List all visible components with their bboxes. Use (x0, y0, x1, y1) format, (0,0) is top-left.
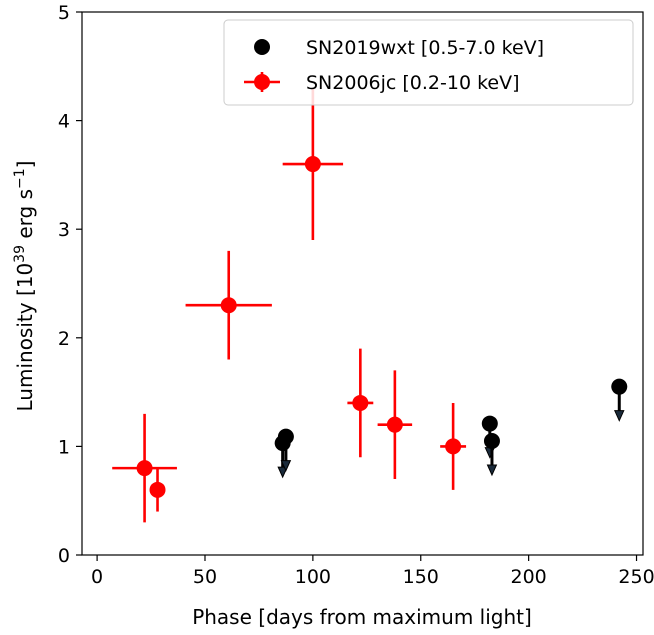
axes-frame (81, 11, 644, 556)
legend-marker-sn2019wxt (254, 39, 270, 55)
x-tick-label-3: 150 (403, 566, 439, 588)
sn2006jc-point-5 (386, 416, 403, 433)
legend-box (223, 19, 634, 106)
sn2006jc-point-1 (149, 481, 166, 498)
y-tick-label-2: 2 (58, 328, 70, 350)
sn2019wxt-arrow-head-1 (280, 460, 292, 472)
y-tick-label-3: 3 (58, 219, 70, 241)
axes: 0 50 100 150 200 250 0 1 2 3 4 5 (58, 2, 654, 588)
y-axis-label: Luminosity [1039 erg s−1] (12, 161, 37, 412)
y-axis-label-exponent: 39 (12, 245, 28, 263)
sn2019wxt-point-1 (277, 428, 294, 445)
x-tick-label-5: 250 (618, 566, 654, 588)
legend-marker-sn2006jc (254, 74, 270, 90)
legend-label-sn2019wxt: SN2019wxt [0.5-7.0 keV] (306, 37, 544, 59)
x-axis-label: Phase [days from maximum light] (192, 605, 532, 629)
x-tick-label-1: 50 (193, 566, 217, 588)
sn2019wxt-arrow-head-3 (486, 464, 498, 477)
x-tick-label-2: 100 (295, 566, 331, 588)
y-axis-label-main: Luminosity [10 (13, 263, 37, 412)
y-axis-label-unit: erg s (13, 189, 37, 245)
sn2019wxt-point-3 (483, 432, 500, 449)
legend-label-sn2006jc: SN2006jc [0.2-10 keV] (306, 72, 520, 94)
legend: SN2019wxt [0.5-7.0 keV] SN2006jc [0.2-10 … (223, 19, 634, 106)
sn2019wxt-point-2 (481, 415, 498, 432)
y-tick-label-1: 1 (58, 436, 70, 458)
x-tick-label-4: 200 (511, 566, 547, 588)
y-axis-label-close: ] (13, 161, 37, 169)
plot-layer (112, 88, 628, 523)
sn2019wxt-point-4 (611, 378, 628, 395)
sn2006jc-point-0 (136, 460, 153, 477)
y-axis-label-unit-exponent: −1 (12, 168, 28, 189)
y-tick-label-4: 4 (58, 111, 70, 133)
sn2019wxt-arrow-head-4 (613, 410, 625, 422)
sn2006jc-point-4 (352, 394, 369, 411)
y-tick-label-5: 5 (58, 2, 70, 24)
x-tick-label-0: 0 (91, 566, 103, 588)
sn2006jc-point-3 (304, 156, 321, 173)
sn2006jc-point-2 (220, 297, 237, 314)
y-tick-label-0: 0 (58, 545, 70, 567)
sn2006jc-point-6 (445, 438, 462, 455)
